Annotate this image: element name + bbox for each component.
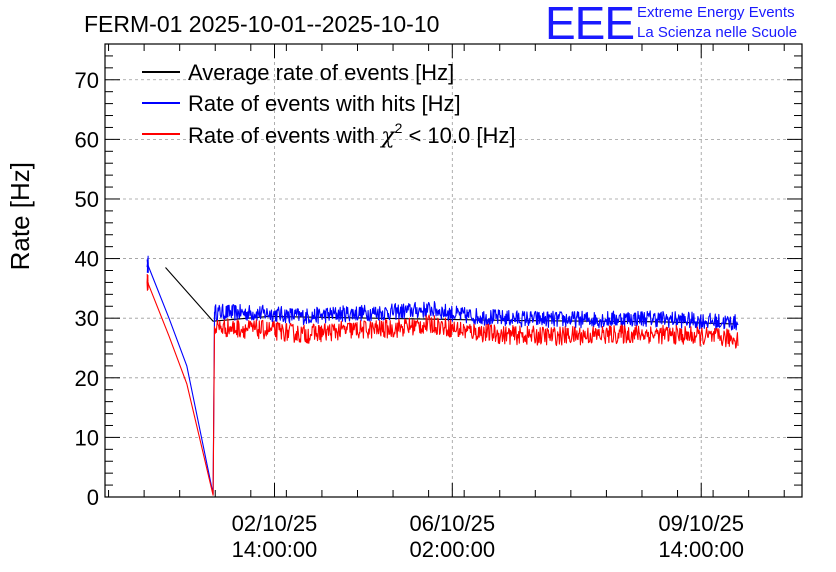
series-line-1 bbox=[147, 264, 739, 495]
y-tick-label: 30 bbox=[75, 306, 99, 331]
axis-labels: 01020304050607002/10/2514:00:0006/10/250… bbox=[75, 68, 745, 562]
x-tick-label-time: 14:00:00 bbox=[658, 537, 744, 562]
y-axis-label: Rate [Hz] bbox=[5, 162, 35, 270]
y-tick-label: 60 bbox=[75, 127, 99, 152]
y-tick-label: 10 bbox=[75, 425, 99, 450]
eee-logo-line2: La Scienza nelle Scuole bbox=[637, 24, 798, 41]
x-tick-label-date: 09/10/25 bbox=[658, 511, 744, 536]
x-tick-label-time: 14:00:00 bbox=[232, 537, 318, 562]
eee-logo: EEE Extreme Energy Events La Scienza nel… bbox=[545, 0, 835, 49]
legend-label-hits: Rate of events with hits [Hz] bbox=[188, 91, 461, 116]
legend-label-average: Average rate of events [Hz] bbox=[188, 60, 454, 85]
y-tick-label: 50 bbox=[75, 187, 99, 212]
eee-logo-line1: Extreme Energy Events bbox=[637, 4, 795, 21]
y-tick-label: 0 bbox=[87, 485, 99, 510]
series-layer bbox=[146, 255, 739, 496]
chart-title: FERM-01 2025-10-01--2025-10-10 bbox=[84, 11, 439, 37]
y-tick-label: 20 bbox=[75, 366, 99, 391]
axis-ticks bbox=[105, 43, 802, 498]
y-tick-label: 70 bbox=[75, 68, 99, 93]
x-tick-label-time: 02:00:00 bbox=[409, 537, 495, 562]
legend: Average rate of events [Hz] Rate of even… bbox=[142, 60, 515, 149]
grid-lines bbox=[105, 44, 802, 497]
eee-logo-mark: EEE bbox=[545, 0, 635, 49]
x-tick-label-date: 02/10/25 bbox=[232, 511, 318, 536]
x-tick-label-date: 06/10/25 bbox=[409, 511, 495, 536]
series-line-2 bbox=[147, 282, 739, 496]
legend-label-chi2: Rate of events with χ2 < 10.0 [Hz] bbox=[188, 120, 515, 149]
y-tick-label: 40 bbox=[75, 247, 99, 272]
series-2-start-cluster bbox=[146, 273, 149, 291]
